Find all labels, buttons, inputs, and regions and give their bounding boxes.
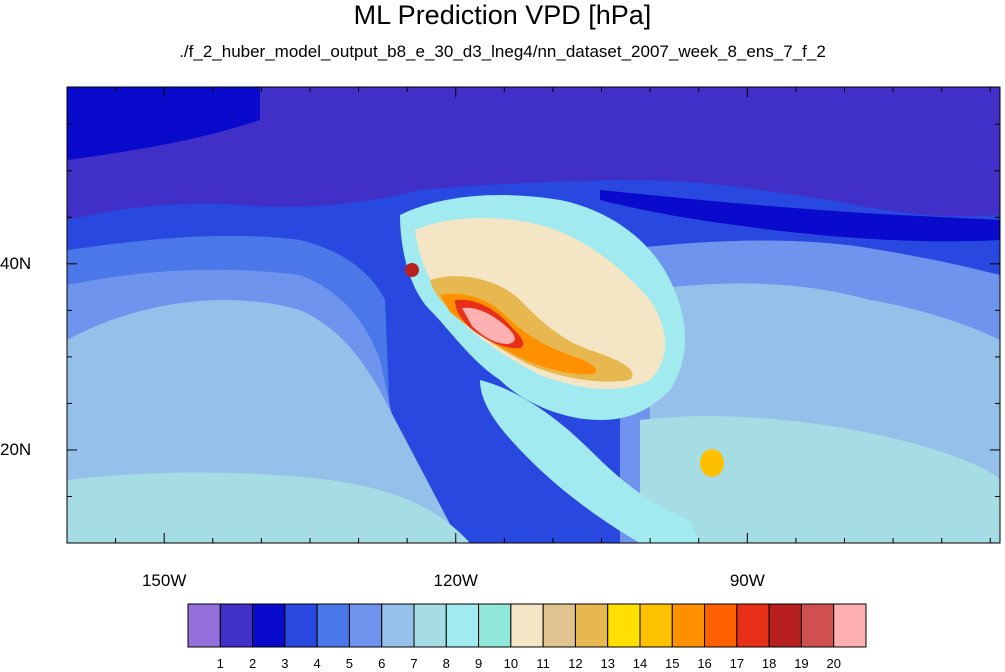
field-north: [67, 87, 1000, 220]
colorbar-swatch: [348, 603, 383, 648]
axis-ticks: [67, 87, 1000, 543]
field-canada-band: [600, 190, 1000, 242]
colorbar-label: 3: [281, 656, 289, 671]
colorbar-swatch: [187, 603, 221, 648]
colorbar-swatch: [445, 603, 480, 648]
lat-tick-label: 40N: [0, 253, 32, 273]
colorbar-swatch: [639, 603, 673, 648]
colorbar-label: 9: [474, 656, 483, 671]
colorbar-label: 20: [826, 656, 841, 671]
map-field: [67, 87, 1000, 543]
colorbar-label: 4: [313, 656, 321, 671]
plot-frame: [66, 86, 1001, 544]
colorbar: [187, 603, 867, 648]
colorbar-swatch: [800, 603, 835, 648]
colorbar-label: 16: [697, 656, 712, 671]
colorbar-label: 18: [761, 656, 777, 671]
colorbar-swatch: [478, 603, 512, 648]
colorbar-label: 7: [410, 656, 418, 671]
colorbar-swatch: [381, 603, 415, 648]
colorbar-swatch: [284, 603, 318, 648]
field-nw: [67, 87, 260, 160]
colorbar-label: 14: [632, 656, 648, 671]
colorbar-swatch: [671, 603, 706, 648]
colorbar-label: 17: [729, 656, 745, 671]
lon-tick-label: 150W: [141, 571, 187, 590]
field-subtropic: [67, 472, 470, 543]
field-west-beige: [415, 218, 665, 390]
colorbar-swatch: [704, 603, 738, 648]
figure-title: ML Prediction VPD [hPa]: [353, 0, 652, 30]
colorbar-label: 6: [378, 656, 386, 671]
colorbar-label: 11: [536, 656, 550, 671]
colorbar-swatch: [252, 603, 286, 648]
colorbar-swatch: [833, 603, 867, 648]
field-yucatan: [700, 449, 724, 477]
colorbar-label: 12: [568, 656, 583, 671]
colorbar-swatch: [316, 603, 350, 648]
colorbar-label: 10: [503, 656, 519, 671]
field-peak: [462, 307, 515, 344]
colorbar-swatch: [510, 603, 544, 648]
figure-subtitle: ./f_2_huber_model_output_b8_e_30_d3_lneg…: [179, 42, 826, 61]
field-gulf: [640, 416, 1000, 543]
colorbar-label: 1: [216, 656, 224, 671]
colorbar-label: 15: [665, 656, 680, 671]
colorbar-label: 8: [442, 656, 450, 671]
colorbar-label: 2: [248, 656, 257, 671]
colorbar-swatch: [542, 603, 576, 648]
colorbar-swatch: [768, 603, 802, 648]
colorbar-swatch: [219, 603, 254, 648]
field-mexico: [480, 380, 700, 543]
colorbar-label: 13: [600, 656, 615, 671]
colorbar-swatch: [574, 603, 609, 648]
lat-tick-label: 20N: [0, 439, 32, 459]
lon-tick-label: 120W: [433, 571, 478, 590]
colorbar-swatch: [413, 603, 447, 648]
colorbar-label: 19: [794, 656, 809, 671]
lon-tick-label: 90W: [729, 571, 765, 590]
colorbar-label: 5: [345, 656, 354, 671]
colorbar-swatch: [736, 603, 770, 648]
colorbar-swatch: [607, 603, 641, 648]
field-hotspot: [405, 263, 419, 277]
